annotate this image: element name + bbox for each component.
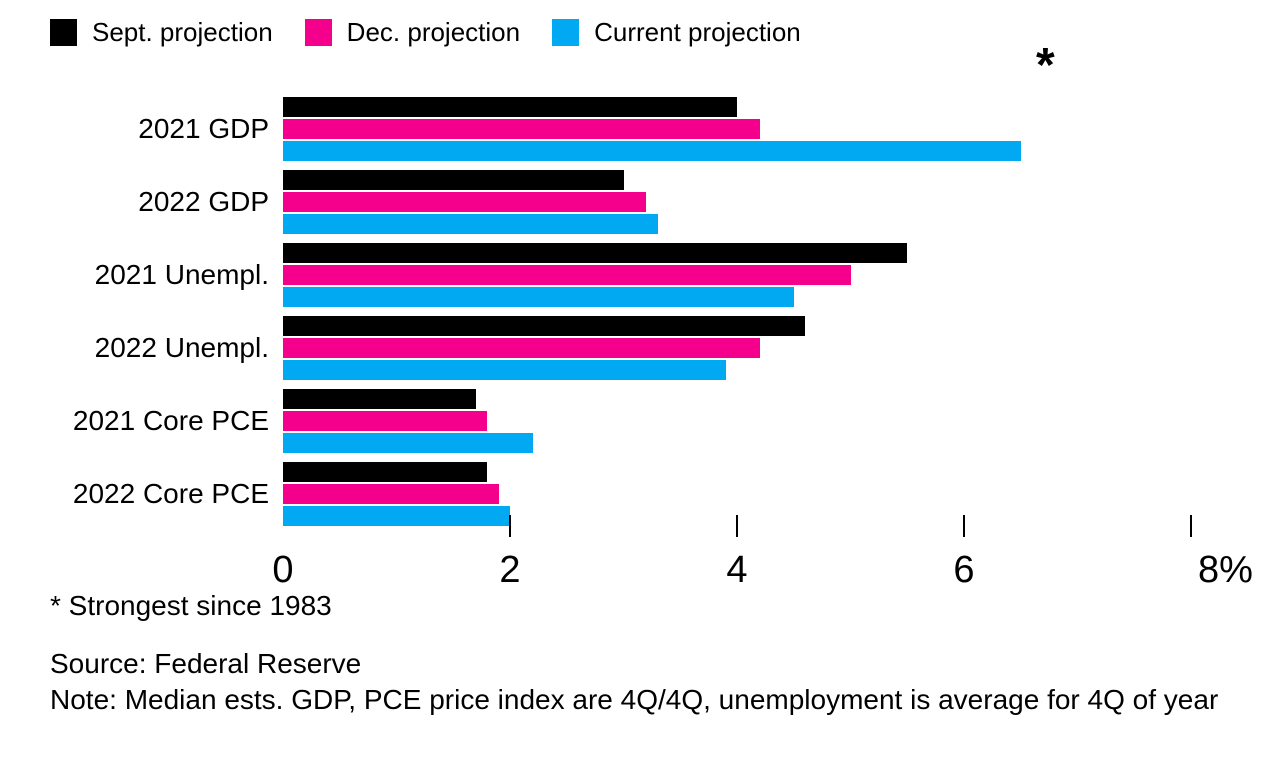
tick-mark-8 xyxy=(1190,515,1192,537)
bar-2021-core-pce-dec-projection xyxy=(283,411,488,431)
bars-2022-unempl xyxy=(283,316,1191,380)
bar-group-2021-core-pce: 2021 Core PCE xyxy=(0,389,1191,453)
bars-2021-core-pce xyxy=(283,389,1191,453)
tick-label-2: 2 xyxy=(499,549,521,591)
legend-label: Sept. projection xyxy=(92,17,273,47)
asterisk-annotation: * xyxy=(1036,39,1055,92)
bars-2022-core-pce xyxy=(283,462,1191,526)
category-label: 2022 Core PCE xyxy=(72,478,269,509)
x-axis: 0 2 4 6 8% xyxy=(272,513,1253,603)
category-label: 2021 GDP xyxy=(138,113,269,144)
bar-2021-core-pce-sept-projection xyxy=(283,389,476,409)
bar-group-2022-core-pce: 2022 Core PCE xyxy=(0,462,1191,526)
legend-item-current-projection: Current projection xyxy=(552,18,801,47)
bar-2021-gdp-sept-projection xyxy=(283,97,737,117)
legend-label: Dec. projection xyxy=(346,17,521,47)
footnote-text: * Strongest since 1983 xyxy=(50,590,332,621)
bar-2021-unempl-current-projection xyxy=(283,287,794,307)
bar-group-2021-gdp: 2021 GDP xyxy=(0,97,1191,161)
legend-label: Current projection xyxy=(594,17,801,47)
legend-item-dec-projection: Dec. projection xyxy=(304,17,521,47)
tick-label-8: 8% xyxy=(1198,549,1253,591)
category-label: 2022 GDP xyxy=(138,186,269,217)
tick-mark-2 xyxy=(509,515,511,537)
tick-mark-4 xyxy=(736,515,738,537)
bar-2022-gdp-dec-projection xyxy=(283,192,647,212)
category-label: 2022 Unempl. xyxy=(94,332,269,363)
legend-item-sept-projection: Sept. projection xyxy=(50,18,273,47)
bar-2022-gdp-current-projection xyxy=(283,214,658,234)
bar-group-2022-gdp: 2022 GDP xyxy=(0,170,1191,234)
bar-2022-core-pce-current-projection xyxy=(283,506,510,526)
bar-2021-gdp-current-projection xyxy=(283,141,1021,161)
bars-2021-gdp xyxy=(283,97,1191,161)
bar-2021-gdp-dec-projection xyxy=(283,119,760,139)
tick-label-0: 0 xyxy=(272,549,294,591)
legend-swatch-icon xyxy=(50,18,77,46)
tick-mark-6 xyxy=(963,515,965,537)
bar-2021-core-pce-current-projection xyxy=(283,433,533,453)
legend-swatch-icon xyxy=(552,18,580,46)
bar-2022-core-pce-sept-projection xyxy=(283,462,488,482)
bar-2021-unempl-sept-projection xyxy=(283,243,908,263)
bar-2022-gdp-sept-projection xyxy=(283,170,624,190)
bar-2022-core-pce-dec-projection xyxy=(283,484,499,504)
legend-swatch-icon xyxy=(304,18,332,46)
bars-2022-gdp xyxy=(283,170,1191,234)
chart-legend: Sept. projection Dec. projection Current p… xyxy=(50,18,801,47)
bar-group-2022-unempl: 2022 Unempl. xyxy=(0,316,1191,380)
category-label: 2021 Core PCE xyxy=(72,405,269,436)
bar-2022-unempl-current-projection xyxy=(283,360,726,380)
bar-2022-unempl-sept-projection xyxy=(283,316,806,336)
note-text: Note: Median ests. GDP, PCE price index … xyxy=(50,684,1219,715)
bars-2021-unempl xyxy=(283,243,1191,307)
source-text: Source: Federal Reserve xyxy=(50,648,362,679)
category-label: 2021 Unempl. xyxy=(94,259,269,290)
chart-rows: 2021 GDP 2022 GDP 2021 Unempl. 2022 Unempl.… xyxy=(0,97,1191,535)
bar-2022-unempl-dec-projection xyxy=(283,338,760,358)
tick-label-6: 6 xyxy=(953,549,975,591)
source-note-block: Source: Federal Reserve Note: Median est… xyxy=(50,646,1240,718)
bar-2021-unempl-dec-projection xyxy=(283,265,851,285)
bar-group-2021-unempl: 2021 Unempl. xyxy=(0,243,1191,307)
tick-label-4: 4 xyxy=(726,549,748,591)
